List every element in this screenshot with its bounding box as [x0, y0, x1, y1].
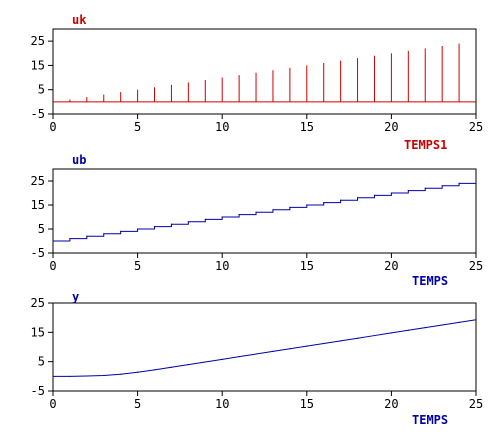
data-point [441, 324, 443, 326]
y-tick-label: 5 [38, 355, 45, 369]
data-point [255, 211, 257, 213]
data-point [103, 374, 105, 377]
data-point [340, 199, 342, 201]
data-point [407, 329, 409, 331]
data-point [373, 334, 376, 337]
data-point [390, 192, 392, 194]
data-point [69, 238, 71, 240]
data-point [52, 240, 54, 242]
data-point [289, 348, 291, 350]
x-tick-label: 15 [300, 397, 314, 411]
x-tick-label: 25 [469, 120, 483, 134]
chart-y: 0 5 10 15 20 25 -5 5 15 25 y TEMPS [31, 290, 484, 427]
x-axis-label: TEMPS1 [404, 138, 447, 152]
data-point [323, 202, 325, 204]
data-point [458, 182, 460, 184]
y-tick-label: 25 [31, 34, 45, 48]
x-tick-label: 5 [134, 120, 141, 134]
data-point [289, 206, 291, 208]
x-axis-label: TEMPS [412, 274, 448, 288]
data-point [424, 327, 426, 329]
x-tick-label: 25 [469, 259, 483, 273]
data-point [120, 373, 122, 375]
x-tick-label: 15 [300, 259, 314, 273]
data-point [475, 182, 477, 184]
plot-frame [52, 168, 477, 254]
data-point [69, 375, 71, 377]
data-point [238, 356, 240, 358]
plot-frame [52, 302, 477, 392]
y-tick-label: -5 [31, 246, 45, 260]
data-point [475, 319, 477, 321]
x-tick-label: 0 [49, 259, 56, 273]
x-tick-label: 20 [384, 120, 398, 134]
data-point [153, 226, 156, 228]
x-tick-label: 0 [49, 120, 56, 134]
data-point [137, 228, 139, 230]
data-point [170, 223, 173, 225]
data-point [86, 375, 88, 377]
data-point [323, 342, 325, 345]
x-tick-label: 20 [384, 397, 398, 411]
x-tick-label: 5 [134, 259, 141, 273]
chart-ub: 0 5 10 15 20 25 -5 5 15 25 ub TEMPS [31, 153, 484, 288]
y-tick-label: 15 [31, 58, 45, 72]
data-point [356, 197, 359, 199]
chart-uk: 0 5 10 15 20 25 -5 5 15 25 uk TEMPS1 [31, 13, 484, 152]
data-point [170, 366, 173, 368]
x-tick-label: 10 [215, 259, 229, 273]
plot-frame [52, 28, 477, 115]
data-point [340, 340, 342, 342]
data-point [255, 353, 257, 355]
data-point [356, 337, 359, 339]
data-point [204, 218, 206, 220]
y-tick-label: -5 [31, 384, 45, 398]
x-tick-label: 20 [384, 259, 398, 273]
data-point [306, 204, 308, 206]
data-point [458, 321, 460, 323]
y-tick-label: 5 [38, 222, 45, 236]
data-point [238, 214, 240, 216]
data-point [204, 361, 206, 363]
y-tick-label: 15 [31, 198, 45, 212]
data-point [373, 194, 376, 196]
x-tick-label: 10 [215, 120, 229, 134]
x-tick-label: 10 [215, 397, 229, 411]
x-tick-label: 5 [134, 397, 141, 411]
y-tick-label: 15 [31, 325, 45, 339]
data-point [441, 185, 443, 187]
data-point [390, 332, 392, 334]
data-point [306, 345, 308, 347]
data-point [153, 369, 156, 371]
data-point [221, 216, 223, 218]
chart-title: ub [72, 153, 86, 167]
x-tick-label: 25 [469, 397, 483, 411]
x-axis-label: TEMPS [412, 413, 448, 427]
series-line [53, 319, 477, 377]
data-point [86, 235, 88, 237]
data-point [272, 209, 274, 211]
data-point [221, 358, 223, 360]
data-point [407, 190, 409, 192]
x-tick-label: 0 [49, 397, 56, 411]
data-point [424, 187, 426, 189]
y-tick-label: 25 [31, 296, 45, 310]
data-point [187, 221, 189, 223]
x-tick-label: 15 [300, 120, 314, 134]
data-point [52, 375, 54, 377]
data-point [103, 233, 105, 235]
y-tick-label: 25 [31, 174, 45, 188]
data-point [272, 350, 274, 352]
data-point [187, 364, 189, 366]
data-point [120, 230, 122, 232]
y-tick-label: -5 [31, 107, 45, 121]
chart-title: uk [72, 13, 87, 27]
data-point [137, 371, 139, 373]
chart-title: y [72, 290, 79, 304]
series-line [53, 182, 476, 242]
y-tick-label: 5 [38, 83, 45, 97]
